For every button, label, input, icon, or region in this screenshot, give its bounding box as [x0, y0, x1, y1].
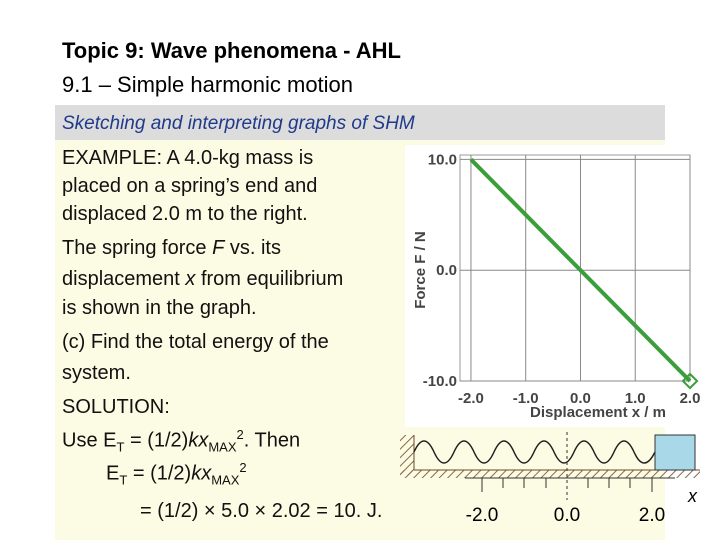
text: F	[212, 237, 225, 259]
y-tick-label: 0.0	[436, 262, 457, 279]
slide-subtitle: 9.1 – Simple harmonic motion	[62, 72, 354, 97]
text: . Then	[243, 429, 301, 452]
text: T	[119, 472, 128, 488]
text: from equilibrium	[195, 268, 344, 290]
x-tick-label: 2.0	[680, 390, 701, 407]
body-line: SOLUTION:	[62, 396, 170, 419]
slide-title: Topic 9: Wave phenomena - AHL	[62, 38, 401, 63]
x-tick-label: -2.0	[458, 390, 484, 407]
text: T	[116, 439, 125, 455]
text: system.	[62, 362, 131, 384]
text: SOLUTION:	[62, 396, 170, 418]
body-line: ET = (1/2)kxMAX2	[106, 460, 247, 488]
text: MAX	[211, 472, 240, 488]
text: displacement	[62, 268, 186, 290]
chart-background	[405, 145, 705, 427]
text: displaced 2.0 m to the right.	[62, 203, 308, 225]
text: vs. its	[224, 237, 281, 259]
axis-ticks	[481, 478, 653, 492]
text: EXAMPLE: A 4.0-kg mass is	[62, 147, 314, 169]
x-tick-label: -1.0	[513, 390, 539, 407]
x-axis-title: Displacement x / m	[530, 404, 666, 421]
y-tick-label: -10.0	[423, 373, 457, 390]
diagram-axis-label: x	[687, 486, 698, 506]
text: MAX	[208, 439, 237, 455]
text: 2	[236, 427, 244, 442]
wall	[400, 435, 414, 475]
text: x	[185, 268, 196, 290]
spring	[413, 440, 656, 464]
body-line: system.	[62, 362, 131, 385]
text: = (1/2)	[127, 462, 192, 485]
text: Use E	[62, 429, 117, 452]
text: The spring force	[62, 237, 213, 259]
text: = (1/2)	[124, 429, 189, 452]
floor	[400, 470, 700, 478]
y-axis-title: Force F / N	[412, 231, 429, 309]
diagram-label: 2.0	[639, 505, 665, 526]
body-line: = (1/2) × 5.0 × 2.02 = 10. J.	[140, 500, 382, 523]
text: placed on a spring’s end and	[62, 175, 318, 197]
x-tick-label: 0.0	[570, 390, 591, 407]
body-line: (c) Find the total energy of the	[62, 331, 329, 354]
section-band	[55, 105, 665, 140]
chart: -2.0 -1.0 0.0 1.0 2.0 10.0 0.0 -10.0	[423, 151, 701, 407]
text: = (1/2) × 5.0 × 2.02 = 10. J.	[140, 500, 383, 522]
text: E	[106, 462, 120, 485]
data-line	[469, 158, 692, 383]
x-tick-label: 1.0	[625, 390, 646, 407]
body-line: is shown in the graph.	[62, 297, 257, 320]
body-line: Use ET = (1/2)kxMAX2. Then	[62, 427, 300, 455]
text: is shown in the graph.	[62, 297, 257, 319]
diagram-label: 0.0	[554, 505, 580, 526]
body-line: EXAMPLE: A 4.0-kg mass is	[62, 147, 313, 170]
y-tick-label: 10.0	[428, 151, 457, 168]
section-heading: Sketching and interpreting graphs of SHM	[62, 113, 415, 134]
spring-diagram: -2.0 0.0 2.0 x	[400, 432, 700, 526]
end-marker	[681, 372, 699, 390]
diagram-label: -2.0	[466, 505, 499, 526]
text: 2	[239, 460, 247, 475]
body-line: placed on a spring’s end and	[62, 175, 317, 198]
body-line: The spring force F vs. its	[62, 237, 281, 260]
text: (c) Find the total energy of the	[62, 331, 329, 353]
mass-block	[654, 434, 696, 471]
text: kx	[191, 462, 212, 485]
body-line: displaced 2.0 m to the right.	[62, 203, 308, 226]
text: kx	[188, 429, 209, 452]
body-line: displacement x from equilibrium	[62, 268, 343, 291]
